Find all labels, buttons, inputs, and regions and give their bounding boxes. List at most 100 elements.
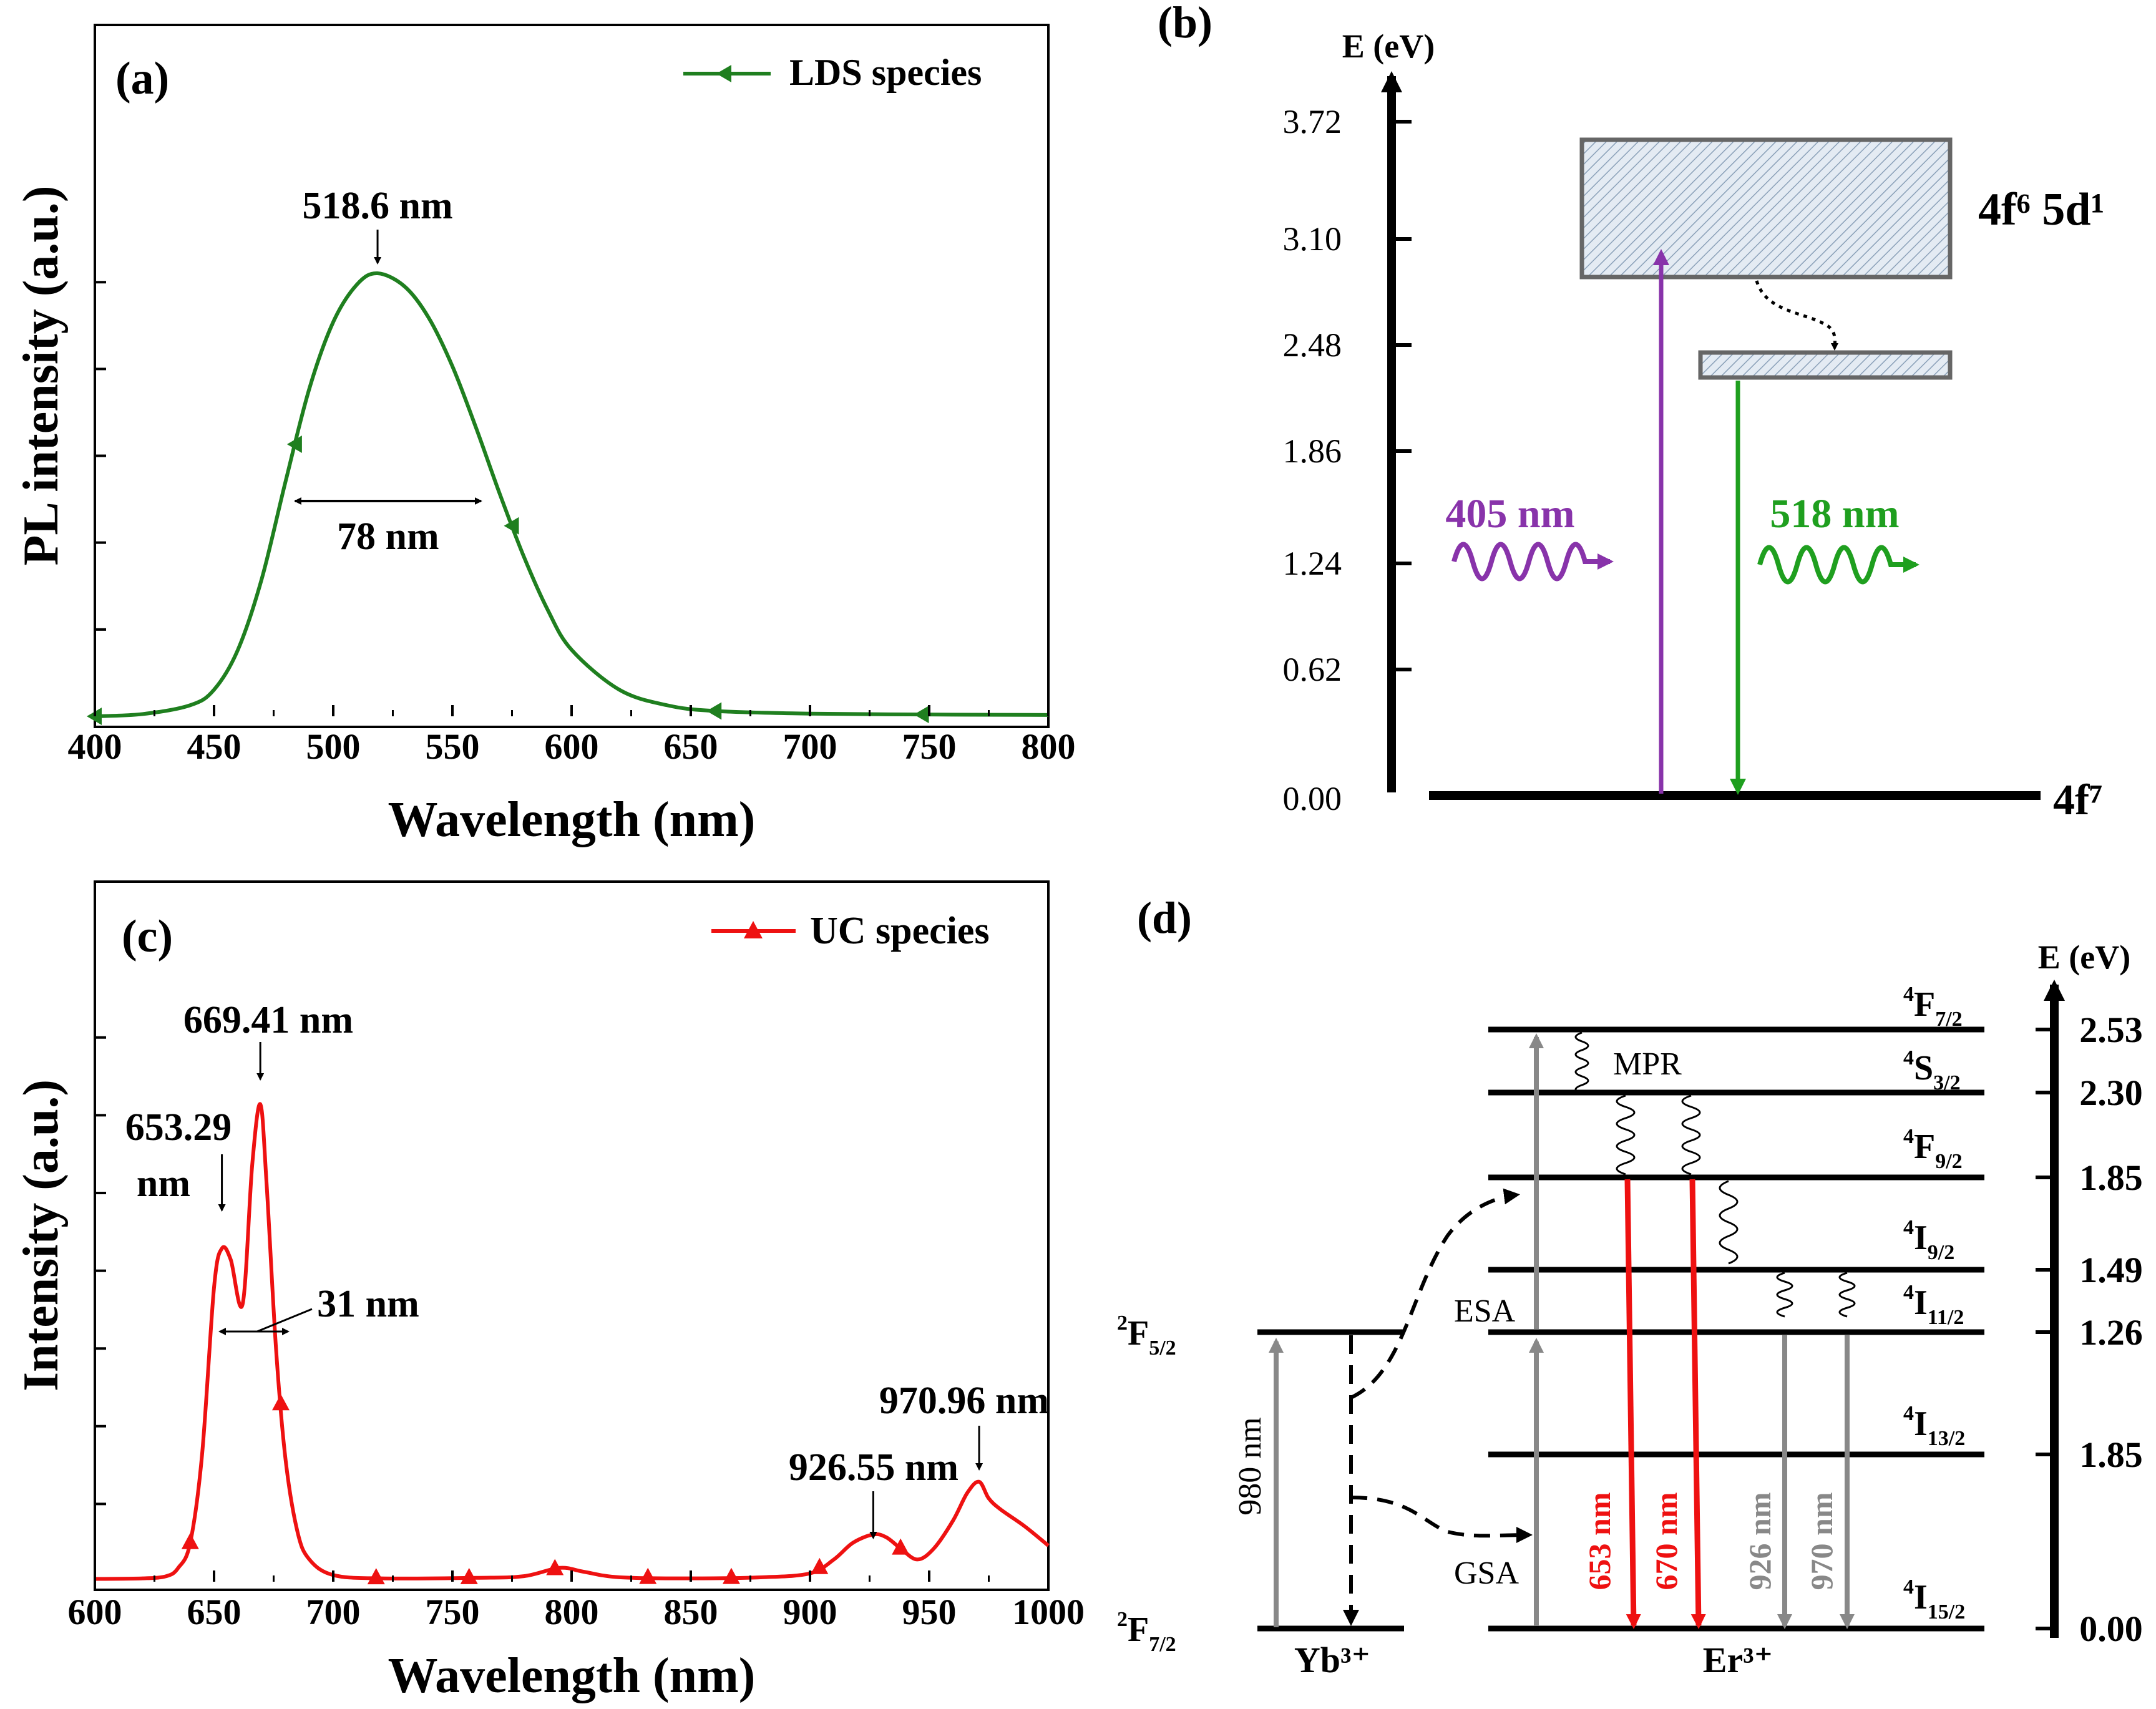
er-level-label: 4I9/2: [1903, 1216, 1954, 1264]
yb-level-label-multiplicity: 2: [1117, 1608, 1128, 1631]
er-level-label-j: 15/2: [1928, 1600, 1965, 1624]
panel-a-x-ticks: 400 450 500 550 600 650 700 750 800: [68, 705, 1076, 767]
series-marker: [722, 1567, 740, 1584]
panel-b-tick-label: 0.00: [1283, 780, 1342, 817]
panel-c-ylabel: Intensity (a.u.): [14, 1079, 69, 1391]
x-tick-label: 550: [426, 726, 480, 767]
panel-b-tick-label: 3.10: [1283, 220, 1342, 258]
mpr-label: MPR: [1613, 1046, 1682, 1082]
lds-legend-marker: [716, 65, 731, 82]
er-level-label: 4I13/2: [1903, 1402, 1965, 1450]
series-marker: [546, 1559, 564, 1575]
panel-d-tick-label: 1.85: [2079, 1434, 2143, 1475]
er-level-label-j: 7/2: [1935, 1008, 1962, 1031]
relaxation-arrow: [1755, 280, 1839, 351]
x-tick-label: 500: [306, 726, 361, 767]
panel-d-ticks: [2036, 1028, 2054, 1630]
x-tick-label: 400: [68, 726, 122, 767]
panel-a: 400 450 500 550 600 650 700 750 800 (a) LDS spec…: [14, 24, 1076, 847]
emission-670-label: 670 nm: [1649, 1492, 1684, 1590]
emission-653-label: 653 nm: [1582, 1492, 1617, 1590]
series-marker: [914, 706, 929, 724]
series-marker: [892, 1538, 910, 1555]
er-level-label-multiplicity: 4: [1903, 983, 1914, 1006]
lower-emitting-band: [1698, 350, 1953, 380]
series-marker: [639, 1567, 657, 1584]
panel-a-label: (a): [115, 53, 169, 104]
uc-peak3-label: 926.55 nm: [789, 1446, 958, 1489]
yb-level-label: 2F7/2: [1117, 1608, 1176, 1656]
series-marker: [460, 1567, 478, 1584]
x-tick-label: 600: [68, 1592, 122, 1632]
ground-state-label: 4f⁷: [2053, 776, 2102, 824]
series-marker: [286, 436, 302, 454]
er-level-label-multiplicity: 4: [1903, 1575, 1914, 1599]
panel-d-axis-title: E (eV): [2038, 938, 2130, 976]
lds-series-markers: [87, 436, 929, 725]
panel-b-ticks: [1392, 120, 1412, 671]
panel-a-xlabel: Wavelength (nm): [388, 792, 756, 847]
panel-c-frame: [94, 880, 1050, 1591]
upper-band-box: [1579, 137, 1953, 280]
panel-c-label: (c): [122, 911, 173, 962]
esa-label: ESA: [1454, 1293, 1516, 1329]
er-level-label-multiplicity: 4: [1903, 1125, 1914, 1148]
x-tick-label: 700: [306, 1592, 361, 1632]
panel-a-frame: [94, 24, 1050, 728]
yb-level-label-j: 7/2: [1149, 1633, 1176, 1656]
er-level-label-term: I: [1914, 1219, 1928, 1257]
x-tick-label: 600: [545, 726, 599, 767]
uc-series-line: [94, 1102, 1050, 1581]
series-marker: [811, 1557, 829, 1574]
relax-wiggle-icon: [1681, 1094, 1701, 1176]
panel-d-tick-label: 0.00: [2079, 1609, 2143, 1649]
er-level-label-multiplicity: 4: [1903, 1281, 1914, 1304]
emission-653-arrow: [1624, 1179, 1641, 1629]
yb-level-label-term: F: [1128, 1314, 1149, 1353]
uc-fwhm-label: 31 nm: [317, 1283, 419, 1325]
panel-a-y-ticks: [95, 281, 106, 631]
er-level-label-j: 3/2: [1933, 1071, 1960, 1094]
panel-d-tick-label: 1.26: [2079, 1312, 2143, 1353]
er-level-label-j: 13/2: [1928, 1427, 1965, 1450]
uc-peak1-label-unit: nm: [137, 1162, 190, 1205]
er-level-label-term: F: [1914, 1127, 1935, 1166]
panel-c-y-ticks: [95, 1036, 106, 1506]
x-tick-label: 650: [187, 1592, 241, 1632]
yb-level-label-j: 5/2: [1149, 1337, 1176, 1360]
panel-c-x-ticks: 600 650 700 750 800 850 900 950 1000: [68, 1570, 1085, 1632]
panel-b-tick-label: 0.62: [1283, 651, 1342, 688]
series-marker: [504, 517, 519, 535]
x-tick-label: 950: [902, 1592, 957, 1632]
panel-b-axis-title: E (eV): [1342, 27, 1435, 65]
uc-series-markers: [181, 1394, 910, 1585]
panel-a-ylabel: PL intensity (a.u.): [14, 186, 69, 566]
lds-series-line: [94, 271, 1049, 718]
panel-d: (d) E (eV) 2.53 2.30 1.85: [1117, 893, 2143, 1680]
er-level-label-multiplicity: 4: [1903, 1046, 1914, 1069]
gsa-label: GSA: [1454, 1556, 1519, 1591]
series-marker: [367, 1568, 385, 1585]
relax-wiggle-icon: [1719, 1180, 1739, 1265]
relax-wiggle-icon: [1776, 1272, 1793, 1318]
uc-legend-marker: [744, 921, 763, 938]
esa-transfer-arrow: [1350, 1188, 1520, 1400]
panel-b-tick-label: 3.72: [1283, 103, 1342, 140]
er-level-label-multiplicity: 4: [1903, 1216, 1914, 1239]
panel-d-tick-label: 2.53: [2079, 1010, 2143, 1050]
yb-level-label-multiplicity: 2: [1117, 1312, 1128, 1335]
x-tick-label: 750: [426, 1592, 480, 1632]
x-tick-label: 450: [187, 726, 241, 767]
er-level-label-term: I: [1914, 1405, 1928, 1443]
upper-state-label: 4f⁶ 5d¹: [1978, 184, 2105, 235]
excitation-wave-icon: [1451, 542, 1614, 582]
emission-670-arrow: [1689, 1179, 1706, 1629]
x-tick-label: 800: [1022, 726, 1076, 767]
emission-970-label: 970 nm: [1804, 1492, 1839, 1590]
er-level-label-term: I: [1914, 1578, 1928, 1617]
yb-level-label-term: F: [1128, 1610, 1149, 1649]
x-tick-label: 650: [664, 726, 718, 767]
excitation-label: 405 nm: [1445, 491, 1574, 537]
uc-legend-label: UC species: [810, 910, 990, 952]
series-marker: [271, 1394, 290, 1411]
